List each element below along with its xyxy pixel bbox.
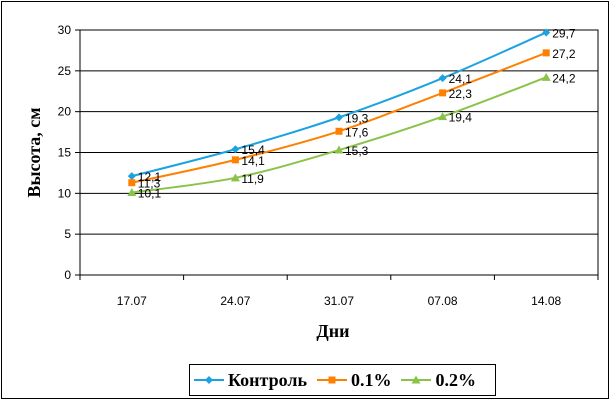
legend-label: 0.1% (350, 369, 392, 390)
data-point (335, 127, 343, 135)
data-label: 24,1 (449, 72, 473, 86)
data-point (335, 113, 343, 122)
series-line (131, 76, 547, 194)
y-tick-label: 5 (64, 227, 71, 241)
legend-swatch (401, 375, 432, 384)
data-label: 17,6 (345, 125, 369, 139)
data-label: 11,9 (241, 172, 264, 186)
data-point (438, 74, 447, 83)
data-label: 12,1 (138, 170, 162, 184)
legend: Контроль 0.1% 0.2% (189, 364, 496, 396)
legend-item: 0.1% (316, 369, 392, 391)
data-label: 15,3 (345, 144, 369, 158)
y-axis-title: Высота, см (24, 107, 44, 197)
data-label: 10,1 (138, 187, 162, 201)
x-tick-label: 14.08 (531, 294, 561, 308)
series-line (131, 31, 547, 178)
y-tick-label: 0 (64, 268, 71, 282)
data-label: 19,3 (345, 111, 369, 125)
legend-item: Контроль (194, 370, 307, 391)
x-tick-label: 24.07 (220, 294, 250, 308)
x-tick-label: 17.07 (117, 294, 147, 308)
legend-label: Контроль (228, 369, 307, 390)
data-point (438, 112, 448, 121)
data-label: 14,1 (241, 154, 265, 168)
data-label: 19,4 (449, 111, 473, 125)
data-label: 11,3 (138, 177, 161, 191)
data-point (542, 28, 551, 37)
plot-area (79, 29, 599, 276)
data-point (542, 49, 550, 57)
data-label: 15,4 (241, 143, 265, 157)
y-tick-label: 15 (58, 146, 72, 160)
y-tick-label: 10 (58, 186, 72, 200)
data-point (127, 172, 136, 181)
legend-label: 0.2% (435, 369, 476, 390)
data-point (334, 145, 344, 154)
x-axis-title: Дни (316, 321, 349, 341)
legend-swatch (316, 376, 347, 384)
data-point (127, 188, 137, 197)
y-tick-label: 25 (58, 64, 72, 78)
data-label: 27,2 (552, 47, 576, 61)
data-point (439, 89, 447, 97)
y-tick-label: 20 (58, 105, 72, 119)
data-point (231, 145, 240, 154)
y-tick-label: 30 (58, 23, 72, 37)
legend-item: 0.2% (401, 370, 476, 391)
data-point (128, 179, 136, 187)
data-label: 29,7 (552, 26, 576, 40)
data-point (541, 72, 551, 81)
x-tick-label: 31.07 (324, 294, 354, 308)
data-label: 24,2 (552, 71, 576, 85)
legend-swatch (194, 376, 224, 384)
data-point (230, 173, 240, 182)
x-tick-label: 07.08 (428, 294, 458, 308)
data-label: 22,3 (449, 87, 473, 101)
data-point (231, 156, 239, 164)
